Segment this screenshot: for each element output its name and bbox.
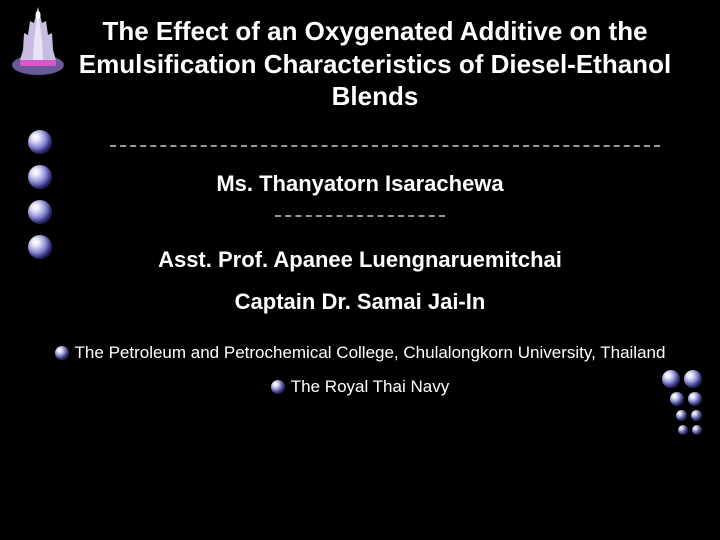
sphere-icon <box>55 346 69 360</box>
sphere-icon <box>688 392 702 406</box>
affiliation-1-row: The Petroleum and Petrochemical College,… <box>0 343 720 363</box>
slide: The Effect of an Oxygenated Additive on … <box>0 0 720 540</box>
divider-long <box>110 145 660 147</box>
sphere-icon <box>678 425 688 435</box>
sphere-icon <box>271 380 285 394</box>
decorative-bullets-left <box>28 130 52 270</box>
sphere-icon <box>676 410 687 421</box>
sphere-icon <box>28 165 52 189</box>
sphere-icon <box>670 392 684 406</box>
sphere-icon <box>684 370 702 388</box>
decorative-bullets-right <box>662 370 702 439</box>
affiliation-2-row: The Royal Thai Navy <box>0 377 720 397</box>
advisor-1: Asst. Prof. Apanee Luengnaruemitchai <box>0 247 720 273</box>
sphere-icon <box>28 200 52 224</box>
presenter-name: Ms. Thanyatorn Isarachewa <box>0 171 720 197</box>
sphere-icon <box>28 235 52 259</box>
affiliation-1: The Petroleum and Petrochemical College,… <box>75 343 666 363</box>
sphere-icon <box>28 130 52 154</box>
divider-short <box>275 215 445 217</box>
university-crest-logo <box>8 5 68 80</box>
sphere-icon <box>691 410 702 421</box>
affiliation-2: The Royal Thai Navy <box>291 377 449 397</box>
slide-title: The Effect of an Oxygenated Additive on … <box>70 10 680 113</box>
sphere-icon <box>662 370 680 388</box>
advisor-2: Captain Dr. Samai Jai-In <box>0 289 720 315</box>
sphere-icon <box>692 425 702 435</box>
